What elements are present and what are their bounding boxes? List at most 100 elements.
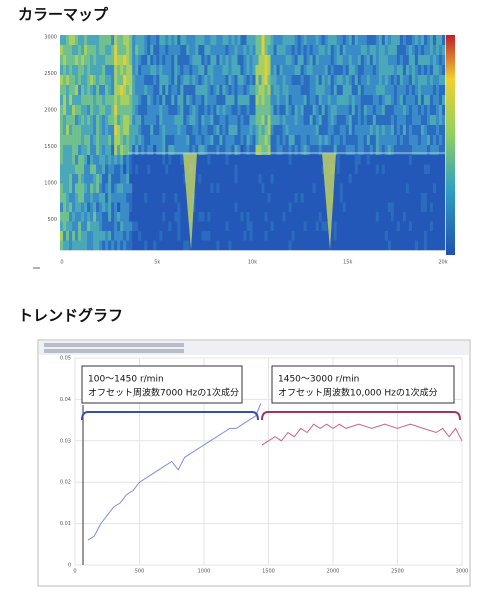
map-cell — [414, 212, 419, 222]
map-cell — [78, 75, 82, 86]
map-cell — [120, 95, 124, 106]
map-cell — [300, 65, 304, 76]
map-cell — [180, 174, 184, 184]
map-cell — [252, 231, 256, 241]
map-cell — [195, 65, 199, 76]
map-cell — [129, 85, 133, 96]
map-cell — [69, 105, 73, 116]
map-cell — [258, 183, 262, 194]
map-cell — [114, 212, 118, 222]
map-cell — [351, 193, 356, 203]
map-cell — [408, 221, 413, 232]
map-cell — [69, 231, 73, 241]
map-cell — [165, 105, 169, 116]
map-cell — [183, 95, 187, 106]
map-cell — [408, 105, 413, 116]
map-cell — [426, 115, 431, 126]
map-cell — [156, 145, 160, 156]
map-cell — [396, 174, 401, 184]
map-cell — [72, 85, 76, 96]
map-cell — [258, 45, 262, 56]
map-cell — [441, 212, 446, 222]
map-cell — [141, 183, 145, 194]
y-tick-label: 0.02 — [60, 480, 71, 486]
map-cell — [282, 45, 286, 56]
map-cell — [402, 85, 407, 96]
map-cell — [393, 95, 398, 106]
map-cell — [126, 135, 130, 146]
map-cell — [177, 95, 181, 106]
map-cell — [108, 183, 112, 194]
map-cell — [363, 35, 368, 46]
map-cell — [105, 155, 109, 165]
map-cell — [339, 95, 344, 106]
map-cell — [237, 35, 241, 46]
map-cell — [291, 95, 295, 106]
map-cell — [213, 35, 217, 46]
map-cell — [330, 55, 335, 66]
map-cell — [309, 65, 313, 76]
map-cell — [69, 164, 73, 175]
map-cell — [210, 45, 214, 56]
map-cell — [246, 183, 250, 194]
map-cell — [219, 164, 223, 175]
map-cell — [225, 75, 229, 86]
map-cell — [138, 155, 142, 165]
map-cell — [363, 145, 368, 156]
map-cell — [123, 75, 127, 86]
map-cell — [222, 115, 226, 126]
map-cell — [237, 174, 241, 184]
map-cell — [294, 75, 298, 86]
map-cell — [282, 164, 286, 175]
map-cell — [135, 35, 139, 46]
map-cell — [426, 125, 431, 136]
map-cell — [153, 240, 157, 251]
map-cell — [90, 45, 94, 56]
map-cell — [78, 65, 82, 76]
map-cell — [207, 115, 211, 126]
map-cell — [96, 183, 100, 194]
map-cell — [252, 85, 256, 96]
map-cell — [375, 125, 380, 136]
map-cell — [351, 145, 356, 156]
map-cell — [150, 125, 154, 136]
map-cell — [285, 183, 289, 194]
map-cell — [321, 85, 325, 96]
map-cell — [372, 212, 377, 222]
map-cell — [246, 35, 250, 46]
map-cell — [243, 95, 247, 106]
map-cell — [231, 145, 235, 156]
map-cell — [93, 202, 97, 213]
map-cell — [69, 125, 73, 136]
map-cell — [339, 135, 344, 146]
map-cell — [234, 75, 238, 86]
map-cell — [276, 85, 280, 96]
map-cell — [282, 183, 286, 194]
map-cell — [75, 202, 79, 213]
map-cell — [72, 55, 76, 66]
map-cell — [384, 135, 389, 146]
map-cell — [315, 183, 319, 194]
map-cell — [363, 65, 368, 76]
map-cell — [306, 45, 310, 56]
map-cell — [393, 231, 398, 241]
map-cell — [258, 65, 262, 76]
map-cell — [273, 231, 277, 241]
map-cell — [195, 125, 199, 136]
map-cell — [234, 65, 238, 76]
map-cell — [96, 85, 100, 96]
map-cell — [144, 155, 148, 165]
map-cell — [234, 135, 238, 146]
map-cell — [414, 65, 419, 76]
map-cell — [351, 55, 356, 66]
map-cell — [429, 45, 434, 56]
map-cell — [354, 221, 359, 232]
map-cell — [306, 55, 310, 66]
map-cell — [327, 240, 332, 251]
map-cell — [414, 231, 419, 241]
map-cell — [60, 135, 64, 146]
map-cell — [282, 240, 286, 251]
map-cell — [252, 105, 256, 116]
map-cell — [435, 145, 440, 156]
